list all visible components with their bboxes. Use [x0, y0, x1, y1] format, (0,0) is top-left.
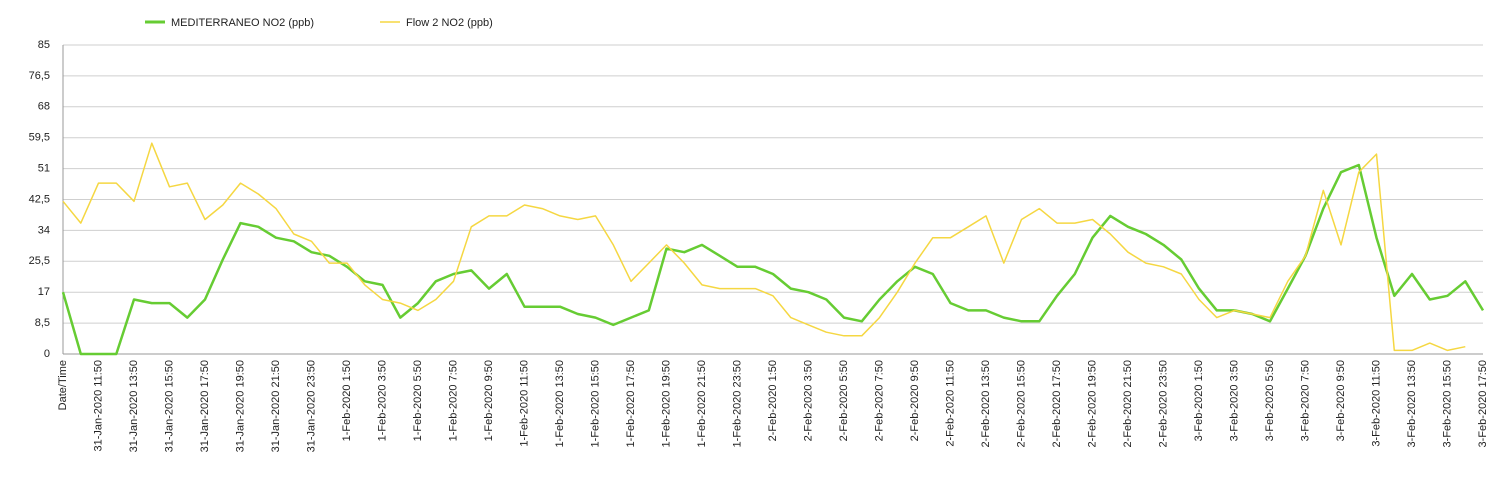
x-tick-label: 31-Jan-2020 19:50 — [234, 360, 246, 452]
x-tick-label: 3-Feb-2020 9:50 — [1335, 360, 1347, 441]
x-tick-label: 2-Feb-2020 21:50 — [1122, 360, 1134, 447]
x-tick-label: 1-Feb-2020 7:50 — [447, 360, 459, 441]
legend-label: MEDITERRANEO NO2 (ppb) — [171, 17, 314, 29]
x-tick-label: 3-Feb-2020 5:50 — [1264, 360, 1276, 441]
x-tick-label: 2-Feb-2020 11:50 — [944, 360, 956, 447]
y-tick-label: 68 — [38, 101, 50, 113]
x-tick-label: 2-Feb-2020 5:50 — [838, 360, 850, 441]
x-tick-label: 1-Feb-2020 19:50 — [660, 360, 672, 447]
x-tick-label: 1-Feb-2020 17:50 — [625, 360, 637, 447]
x-tick-label: 1-Feb-2020 13:50 — [554, 360, 566, 447]
x-tick-label: 2-Feb-2020 15:50 — [1015, 360, 1027, 447]
x-tick-label: 1-Feb-2020 9:50 — [483, 360, 495, 441]
y-tick-label: 0 — [44, 348, 50, 360]
y-tick-label: 51 — [38, 163, 50, 175]
x-tick-label: 3-Feb-2020 17:50 — [1477, 360, 1489, 447]
x-tick-label: 2-Feb-2020 13:50 — [980, 360, 992, 447]
x-tick-label: 1-Feb-2020 23:50 — [731, 360, 743, 447]
x-tick-label: 1-Feb-2020 15:50 — [589, 360, 601, 447]
x-tick-label: 2-Feb-2020 17:50 — [1051, 360, 1063, 447]
x-tick-label: Date/Time — [57, 360, 69, 410]
legend-label: Flow 2 NO2 (ppb) — [406, 17, 493, 29]
x-tick-label: 1-Feb-2020 5:50 — [412, 360, 424, 441]
y-tick-label: 42,5 — [29, 193, 50, 205]
x-tick-label: 31-Jan-2020 15:50 — [163, 360, 175, 452]
x-tick-label: 2-Feb-2020 1:50 — [767, 360, 779, 441]
x-tick-label: 1-Feb-2020 1:50 — [341, 360, 353, 441]
x-tick-label: 31-Jan-2020 23:50 — [305, 360, 317, 452]
x-tick-label: 31-Jan-2020 21:50 — [270, 360, 282, 452]
x-tick-label: 2-Feb-2020 3:50 — [802, 360, 814, 441]
y-tick-label: 17 — [38, 286, 50, 298]
y-tick-label: 59,5 — [29, 132, 50, 144]
x-tick-label: 3-Feb-2020 1:50 — [1193, 360, 1205, 441]
x-tick-label: 2-Feb-2020 9:50 — [909, 360, 921, 441]
x-tick-label: 3-Feb-2020 3:50 — [1228, 360, 1240, 441]
series-line — [61, 163, 1485, 356]
y-tick-label: 25,5 — [29, 255, 50, 267]
x-tick-label: 3-Feb-2020 15:50 — [1441, 360, 1453, 447]
x-tick-label: 3-Feb-2020 11:50 — [1370, 360, 1382, 447]
x-tick-label: 1-Feb-2020 11:50 — [518, 360, 530, 447]
x-tick-label: 1-Feb-2020 21:50 — [696, 360, 708, 447]
x-tick-label: 3-Feb-2020 7:50 — [1299, 360, 1311, 441]
y-tick-label: 8,5 — [35, 317, 50, 329]
series-line — [62, 142, 1466, 352]
x-tick-label: 3-Feb-2020 13:50 — [1406, 360, 1418, 447]
x-tick-label: 1-Feb-2020 3:50 — [376, 360, 388, 441]
y-tick-label: 76,5 — [29, 70, 50, 82]
x-tick-label: 2-Feb-2020 7:50 — [873, 360, 885, 441]
y-tick-label: 34 — [38, 224, 50, 236]
x-tick-label: 2-Feb-2020 23:50 — [1157, 360, 1169, 447]
x-tick-label: 31-Jan-2020 11:50 — [92, 360, 104, 452]
x-tick-label: 31-Jan-2020 13:50 — [128, 360, 140, 452]
y-tick-label: 85 — [38, 39, 50, 51]
x-tick-label: 2-Feb-2020 19:50 — [1086, 360, 1098, 447]
x-tick-label: 31-Jan-2020 17:50 — [199, 360, 211, 452]
